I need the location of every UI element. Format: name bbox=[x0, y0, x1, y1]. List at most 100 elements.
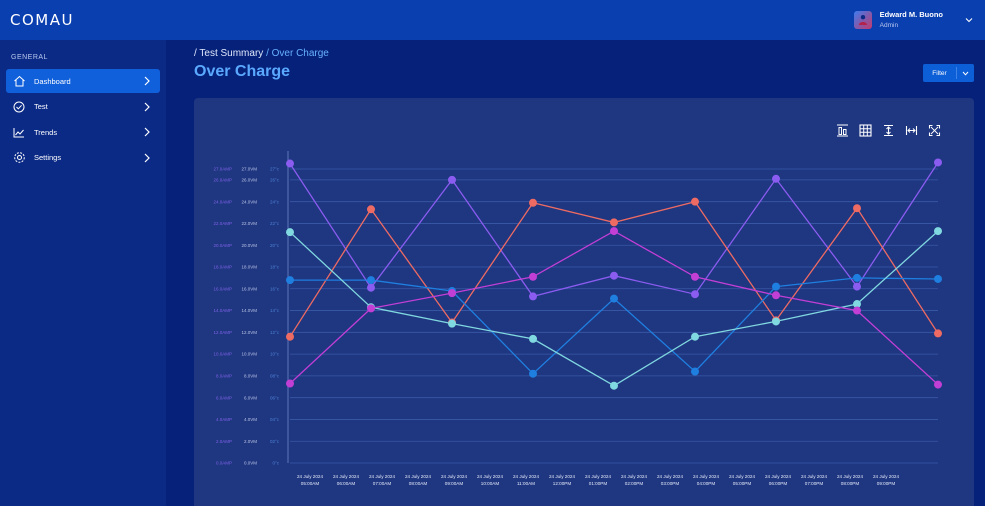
data-point bbox=[286, 379, 294, 388]
x-tick-label: 24 July 2024 bbox=[369, 474, 395, 479]
data-point bbox=[853, 273, 861, 282]
x-tick-label: 05:00AM bbox=[301, 481, 320, 486]
x-tick-label: 24 July 2024 bbox=[873, 474, 899, 479]
y-tick-label: 06°c bbox=[270, 395, 280, 400]
x-tick-label: 09:00AM bbox=[445, 481, 464, 486]
chevron-right-icon bbox=[144, 127, 152, 137]
align-bottom-icon[interactable] bbox=[834, 122, 850, 138]
x-tick-label: 06:00PM bbox=[769, 481, 788, 486]
sidebar-section-title: GENERAL bbox=[11, 54, 48, 61]
sidebar-item-label: Test bbox=[34, 102, 48, 111]
user-name: Edward M. Buono bbox=[879, 10, 943, 19]
y-tick-label: 04°c bbox=[270, 417, 280, 422]
y-tick-label: 22.0AMP bbox=[213, 221, 232, 226]
x-tick-label: 07:00PM bbox=[805, 481, 824, 486]
chart-toolbar bbox=[834, 122, 942, 138]
y-tick-label: 18.0AMP bbox=[213, 265, 232, 270]
y-tick-label: 20°c bbox=[270, 243, 280, 248]
y-tick-label: 12.0VM bbox=[241, 330, 257, 335]
data-point bbox=[853, 306, 861, 315]
y-tick-label: 12.0AMP bbox=[213, 330, 232, 335]
page-title: Over Charge bbox=[194, 63, 291, 80]
y-tick-label: 14.0AMP bbox=[213, 308, 232, 313]
y-tick-label: 6.0VM bbox=[244, 395, 257, 400]
data-point bbox=[529, 272, 537, 281]
align-vertical-icon[interactable] bbox=[880, 122, 896, 138]
y-tick-label: 16°c bbox=[270, 286, 280, 291]
top-bar: COMAU Edward M. Buono Admin bbox=[0, 0, 985, 40]
x-tick-label: 03:00PM bbox=[661, 481, 680, 486]
x-tick-label: 24 July 2024 bbox=[585, 474, 611, 479]
grid-icon[interactable] bbox=[857, 122, 873, 138]
x-tick-label: 24 July 2024 bbox=[513, 474, 539, 479]
x-tick-label: 10:00AM bbox=[481, 481, 500, 486]
data-point bbox=[934, 274, 942, 283]
sidebar-item-test[interactable]: Test bbox=[6, 95, 160, 119]
data-point bbox=[691, 367, 699, 376]
user-menu[interactable]: Edward M. Buono Admin bbox=[853, 9, 975, 31]
data-point bbox=[610, 294, 618, 303]
y-tick-label: 2.0AMP bbox=[216, 439, 232, 444]
y-tick-label: 10°c bbox=[270, 352, 280, 357]
y-tick-label: 22°c bbox=[270, 221, 280, 226]
y-tick-label: 27°c bbox=[270, 167, 280, 172]
x-tick-label: 24 July 2024 bbox=[693, 474, 719, 479]
y-tick-label: 24.0AMP bbox=[213, 199, 232, 204]
y-tick-label: 18.0VM bbox=[241, 265, 257, 270]
y-tick-label: 18°c bbox=[270, 265, 280, 270]
x-tick-label: 24 July 2024 bbox=[333, 474, 359, 479]
data-point bbox=[934, 227, 942, 236]
data-point bbox=[448, 175, 456, 184]
y-tick-label: 10.0AMP bbox=[213, 352, 232, 357]
data-point bbox=[529, 369, 537, 378]
x-tick-label: 24 July 2024 bbox=[657, 474, 683, 479]
x-tick-label: 01:00PM bbox=[589, 481, 608, 486]
x-tick-label: 08:00AM bbox=[409, 481, 428, 486]
x-tick-label: 24 July 2024 bbox=[765, 474, 791, 479]
chevron-down-icon[interactable] bbox=[957, 71, 974, 76]
y-tick-label: 22.0VM bbox=[241, 221, 257, 226]
x-tick-label: 09:00PM bbox=[877, 481, 896, 486]
x-tick-label: 11:00AM bbox=[517, 481, 535, 486]
x-tick-label: 24 July 2024 bbox=[441, 474, 467, 479]
data-point bbox=[772, 291, 780, 300]
y-tick-label: 8.0VM bbox=[244, 373, 257, 378]
sidebar-item-trends[interactable]: Trends bbox=[6, 120, 160, 144]
sidebar-item-label: Trends bbox=[34, 127, 58, 137]
y-tick-label: 24°c bbox=[270, 199, 280, 204]
data-point bbox=[691, 197, 699, 206]
chevron-down-icon[interactable] bbox=[965, 15, 975, 25]
y-tick-label: 0.0VM bbox=[244, 461, 257, 466]
chart-card bbox=[194, 98, 974, 506]
data-point bbox=[934, 329, 942, 338]
sidebar-item-label: Settings bbox=[34, 153, 62, 162]
avatar[interactable] bbox=[853, 11, 872, 29]
sidebar-item-dashboard[interactable]: Dashboard bbox=[6, 69, 160, 93]
y-tick-label: 0.0AMP bbox=[216, 461, 232, 466]
line-chart-icon bbox=[12, 125, 26, 139]
person-icon bbox=[858, 15, 867, 25]
fit-width-icon[interactable] bbox=[903, 122, 919, 138]
breadcrumb-parent[interactable]: / Test Summary bbox=[194, 48, 264, 59]
x-tick-label: 05:00PM bbox=[733, 481, 752, 486]
data-point bbox=[448, 289, 456, 298]
y-tick-label: 24.0VM bbox=[241, 199, 257, 204]
data-point bbox=[853, 204, 861, 213]
data-point bbox=[691, 290, 699, 299]
x-tick-label: 12:00PM bbox=[553, 481, 572, 486]
y-tick-label: 14°c bbox=[270, 308, 280, 313]
filter-button[interactable]: Filter bbox=[923, 64, 974, 82]
x-tick-label: 07:00AM bbox=[373, 481, 392, 486]
sidebar-item-settings[interactable]: Settings bbox=[6, 146, 160, 170]
gear-icon bbox=[12, 151, 26, 165]
x-tick-label: 24 July 2024 bbox=[405, 474, 431, 479]
y-tick-label: 26°c bbox=[270, 177, 280, 182]
y-tick-label: 6.0AMP bbox=[216, 395, 232, 400]
x-tick-label: 24 July 2024 bbox=[549, 474, 575, 479]
y-tick-label: 08°c bbox=[270, 373, 280, 378]
logo[interactable]: COMAU bbox=[10, 11, 74, 29]
data-point bbox=[934, 158, 942, 167]
filter-divider bbox=[956, 67, 957, 79]
fullscreen-icon[interactable] bbox=[926, 122, 942, 138]
data-point bbox=[367, 205, 375, 214]
